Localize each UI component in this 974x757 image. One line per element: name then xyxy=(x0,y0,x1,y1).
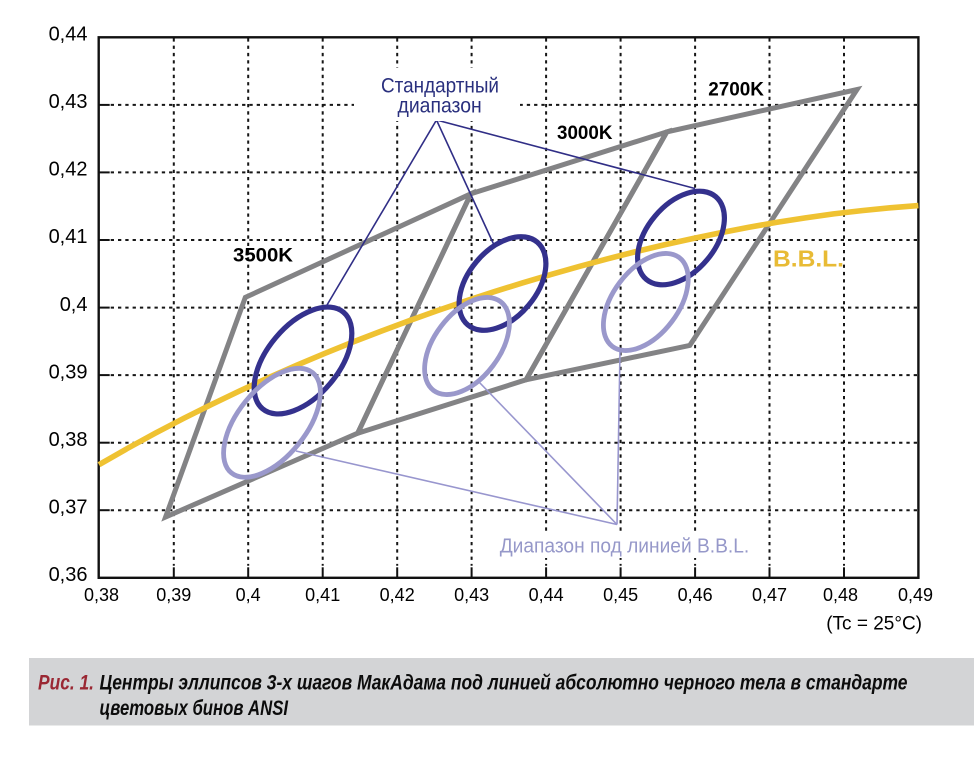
svg-text:3500K: 3500K xyxy=(233,246,293,267)
svg-text:0,45: 0,45 xyxy=(603,585,638,605)
svg-text:0,42: 0,42 xyxy=(380,585,415,605)
svg-text:0,42: 0,42 xyxy=(49,159,88,181)
svg-text:0,39: 0,39 xyxy=(49,361,88,383)
svg-text:0,4: 0,4 xyxy=(236,585,261,605)
svg-text:0,43: 0,43 xyxy=(454,585,489,605)
svg-text:(Tc = 25°C): (Tc = 25°C) xyxy=(826,614,922,635)
svg-text:цветовых бинов ANSI: цветовых бинов ANSI xyxy=(100,696,289,720)
svg-text:диапазон: диапазон xyxy=(398,95,482,118)
svg-text:0,47: 0,47 xyxy=(752,585,787,605)
svg-text:Стандартный: Стандартный xyxy=(381,75,499,98)
svg-text:0,38: 0,38 xyxy=(84,585,119,605)
svg-text:0,44: 0,44 xyxy=(529,585,564,605)
svg-text:2700K: 2700K xyxy=(708,80,764,101)
svg-text:0,49: 0,49 xyxy=(898,585,933,605)
svg-text:0,4: 0,4 xyxy=(60,294,88,316)
svg-text:0,41: 0,41 xyxy=(49,226,88,248)
svg-text:0,38: 0,38 xyxy=(49,429,88,451)
svg-text:0,39: 0,39 xyxy=(156,585,191,605)
svg-text:B.B.L.: B.B.L. xyxy=(773,246,844,272)
svg-text:Диапазон под линией B.B.L.: Диапазон под линией B.B.L. xyxy=(500,536,750,558)
svg-text:Центры эллипсов 3-х шагов МакА: Центры эллипсов 3-х шагов МакАдама под л… xyxy=(100,671,908,695)
svg-text:0,48: 0,48 xyxy=(823,585,858,605)
svg-text:0,41: 0,41 xyxy=(305,585,340,605)
svg-text:3000K: 3000K xyxy=(557,123,613,144)
svg-text:0,44: 0,44 xyxy=(49,24,88,46)
svg-text:Рис. 1.: Рис. 1. xyxy=(38,671,94,695)
svg-text:0,36: 0,36 xyxy=(49,564,88,586)
svg-text:0,37: 0,37 xyxy=(49,496,88,518)
svg-text:0,46: 0,46 xyxy=(678,585,713,605)
svg-text:0,43: 0,43 xyxy=(49,91,88,113)
